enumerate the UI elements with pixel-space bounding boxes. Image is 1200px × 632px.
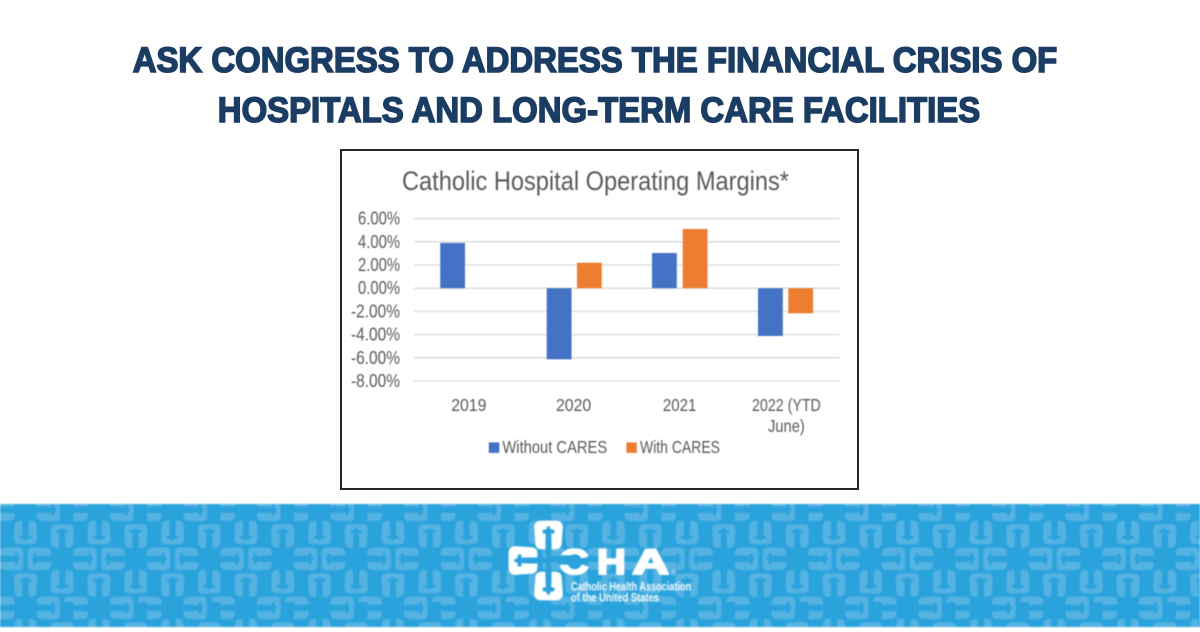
svg-text:2022 (YTD: 2022 (YTD bbox=[752, 395, 821, 415]
svg-text:With CARES: With CARES bbox=[640, 437, 720, 457]
svg-text:Catholic Hospital Operating Ma: Catholic Hospital Operating Margins* bbox=[402, 166, 789, 196]
svg-text:-4.00%: -4.00% bbox=[351, 325, 400, 345]
svg-text:0.00%: 0.00% bbox=[358, 278, 400, 298]
svg-text:2.00%: 2.00% bbox=[358, 255, 400, 275]
svg-text:H: H bbox=[597, 543, 626, 582]
svg-text:4.00%: 4.00% bbox=[358, 232, 400, 252]
svg-text:A: A bbox=[632, 543, 669, 582]
svg-text:June): June) bbox=[768, 416, 805, 436]
svg-text:Catholic Health Association: Catholic Health Association bbox=[571, 580, 691, 594]
svg-text:2020: 2020 bbox=[556, 395, 591, 415]
svg-text:of the United States: of the United States bbox=[571, 591, 659, 605]
svg-text:-6.00%: -6.00% bbox=[351, 348, 400, 368]
svg-text:Without CARES: Without CARES bbox=[502, 437, 607, 457]
svg-text:2019: 2019 bbox=[451, 395, 486, 415]
svg-text:6.00%: 6.00% bbox=[358, 209, 400, 229]
svg-text:-8.00%: -8.00% bbox=[351, 371, 400, 391]
svg-text:®: ® bbox=[671, 568, 677, 577]
svg-text:-2.00%: -2.00% bbox=[351, 301, 400, 321]
svg-text:2021: 2021 bbox=[663, 395, 696, 415]
